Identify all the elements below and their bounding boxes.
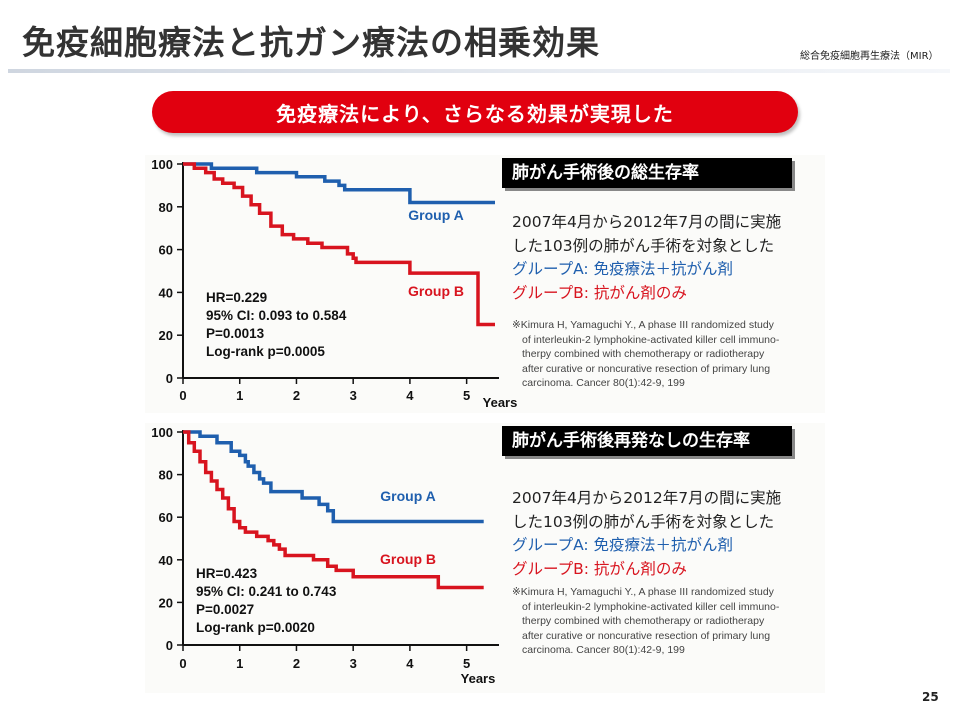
stats-line: Log-rank p=0.0020 <box>196 620 315 635</box>
citation-2: ※Kimura H, Yamaguchi Y., A phase III ran… <box>512 585 779 658</box>
group-a-description: グループA: 免疫療法＋抗がん剤 <box>512 260 734 278</box>
group-b-label: Group B <box>380 551 436 567</box>
y-tick-label: 100 <box>151 425 173 440</box>
stats-line: Log-rank p=0.0005 <box>206 344 325 359</box>
y-tick-label: 60 <box>159 510 173 525</box>
study-description-line: した103例の肺がん手術を対象とした <box>512 236 775 255</box>
x-tick-label: 3 <box>350 388 357 403</box>
citation-line: ※Kimura H, Yamaguchi Y., A phase III ran… <box>512 319 774 331</box>
survival-chart-overall-svg: 0 20 40 60 80 100 0 1 2 3 4 5 Years Group A Group B HR=… <box>151 157 518 410</box>
caption-recurrence-free-survival: 肺がん手術後再発なしの生存率 <box>502 426 792 456</box>
x-tick-label: 2 <box>293 388 300 403</box>
stats-line: 95% CI: 0.241 to 0.743 <box>196 584 337 599</box>
stats-line: 95% CI: 0.093 to 0.584 <box>206 308 347 323</box>
brand-label: 総合免疫細胞再生療法（MIR） <box>800 51 939 62</box>
study-description-2: 2007年4月から2012年7月の間に実施 した103例の肺がん手術を対象とした… <box>512 487 781 581</box>
citation-line: after curative or noncurative resection … <box>522 629 771 642</box>
x-tick-label: 5 <box>463 656 470 671</box>
page-title: 免疫細胞療法と抗ガン療法の相乗効果 <box>22 23 600 62</box>
x-tick-label: 2 <box>293 656 300 671</box>
citation-line: carcinoma. Cancer 80(1):42-9, 199 <box>522 377 685 390</box>
citation-line: therpy combined with chemotherapy or rad… <box>522 615 765 628</box>
stats-line: P=0.0013 <box>206 326 265 341</box>
title-divider <box>8 69 950 73</box>
citation-line: after curative or noncurative resection … <box>522 362 771 375</box>
group-b-description: グループB: 抗がん剤のみ <box>512 559 687 578</box>
y-tick-label: 80 <box>159 200 173 215</box>
citation-line: carcinoma. Cancer 80(1):42-9, 199 <box>522 644 685 657</box>
y-tick-label: 40 <box>159 285 173 300</box>
x-axis-label: Years <box>483 395 518 410</box>
group-b-curve <box>183 430 484 590</box>
y-tick-label: 20 <box>159 328 173 343</box>
figure-scan-bottom <box>145 423 825 693</box>
page-number: 25 <box>922 690 939 704</box>
headline-banner-text: 免疫療法により、さらなる効果が実現した <box>276 101 674 126</box>
citation-line: of interleukin-2 lymphokine-activated ki… <box>522 600 780 613</box>
x-tick-label: 0 <box>179 656 186 671</box>
stats-line: HR=0.229 <box>206 290 267 305</box>
y-tick-label: 80 <box>159 468 173 483</box>
x-tick-label: 0 <box>179 388 186 403</box>
citation-line: ※Kimura H, Yamaguchi Y., A phase III ran… <box>512 586 774 598</box>
study-description-1: 2007年4月から2012年7月の間に実施 した103例の肺がん手術を対象とした… <box>512 211 781 305</box>
stats-line: P=0.0027 <box>196 602 254 617</box>
y-tick-label: 20 <box>159 595 173 610</box>
study-description-line: した103例の肺がん手術を対象とした <box>512 512 775 531</box>
citation-1: ※Kimura H, Yamaguchi Y., A phase III ran… <box>512 318 779 391</box>
y-tick-label: 40 <box>159 553 173 568</box>
x-axis-label: Years <box>461 671 496 686</box>
survival-chart-overall: 0 20 40 60 80 100 0 1 2 3 4 5 Years Group A Group B HR=… <box>140 152 520 414</box>
caption-overall-survival: 肺がん手術後の総生存率 <box>502 158 792 188</box>
y-tick-label: 100 <box>151 157 173 172</box>
survival-chart-recurrence-free: 0 20 40 60 80 100 0 1 2 3 4 5 Years Group A Group B HR=… <box>140 420 520 690</box>
study-description-line: 2007年4月から2012年7月の間に実施 <box>512 489 782 507</box>
y-tick-label: 60 <box>159 243 173 258</box>
x-tick-label: 4 <box>406 656 414 671</box>
group-a-curve <box>183 162 495 205</box>
figure-scan-top <box>145 155 825 413</box>
group-a-curve <box>183 430 484 524</box>
study-description-line: 2007年4月から2012年7月の間に実施 <box>512 213 782 231</box>
headline-banner: 免疫療法により、さらなる効果が実現した <box>152 91 798 133</box>
citation-line: therpy combined with chemotherapy or rad… <box>522 348 765 361</box>
x-tick-label: 1 <box>236 388 243 403</box>
x-tick-label: 1 <box>236 656 243 671</box>
y-tick-label: 0 <box>166 638 173 653</box>
group-a-description: グループA: 免疫療法＋抗がん剤 <box>512 536 734 554</box>
group-a-label: Group A <box>408 207 463 223</box>
citation-line: of interleukin-2 lymphokine-activated ki… <box>522 333 780 346</box>
x-tick-label: 3 <box>350 656 357 671</box>
group-b-curve <box>183 162 495 327</box>
group-a-label: Group A <box>380 488 435 504</box>
y-tick-label: 0 <box>166 371 173 386</box>
x-tick-label: 4 <box>406 388 414 403</box>
group-b-description: グループB: 抗がん剤のみ <box>512 283 687 302</box>
x-tick-label: 5 <box>463 388 470 403</box>
stats-line: HR=0.423 <box>196 566 258 581</box>
group-b-label: Group B <box>408 283 464 299</box>
